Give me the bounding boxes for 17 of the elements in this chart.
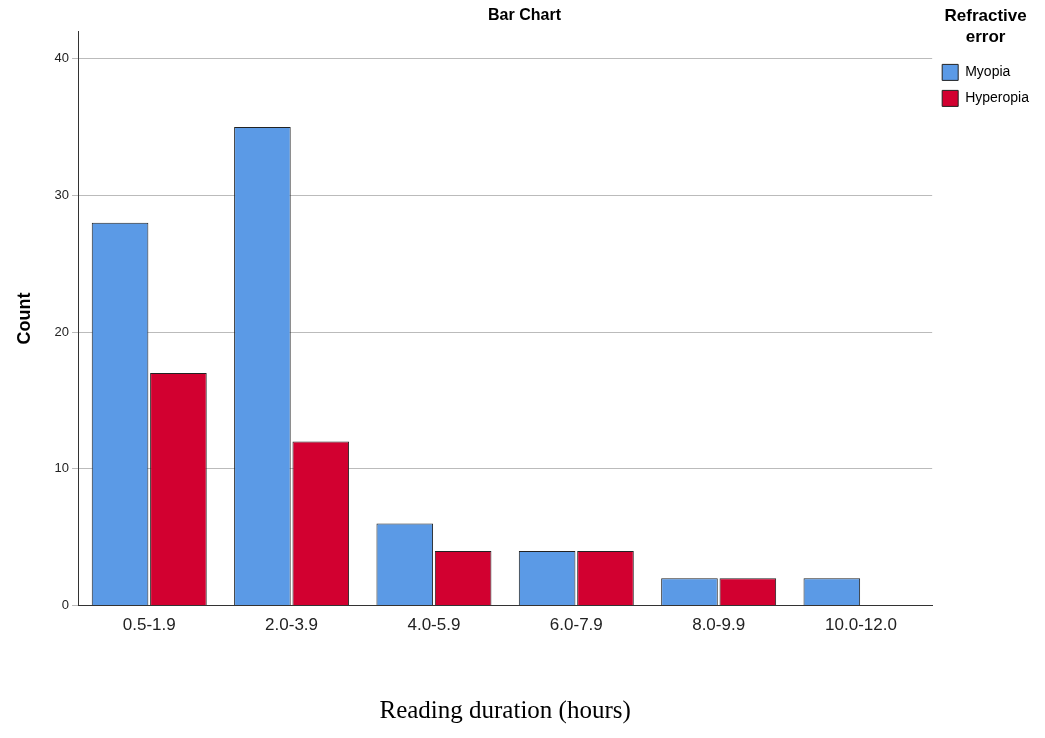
x-tick-label: 4.0-5.9 [407, 615, 461, 635]
x-tick-label: 10.0-12.0 [825, 615, 897, 635]
y-tick-label: 20 [54, 323, 70, 339]
x-tick-label: 2.0-3.9 [265, 615, 319, 635]
chart-title: Bar Chart [488, 6, 562, 24]
legend-label: Hyperopia [965, 89, 1030, 106]
x-tick-label: 6.0-7.9 [549, 615, 603, 635]
y-tick-label: 10 [54, 460, 70, 476]
x-tick-label: 8.0-9.9 [692, 615, 746, 635]
x-axis-title: Reading duration (hours) [379, 695, 631, 724]
x-tick-label: 0.5-1.9 [122, 615, 176, 635]
legend-label: Myopia [965, 63, 1011, 80]
legend-title: Refractive error [944, 6, 1027, 46]
y-tick-label: 40 [54, 50, 70, 66]
y-tick-label: 30 [54, 186, 70, 202]
y-tick-label: 0 [61, 597, 70, 613]
y-axis-title: Count [13, 292, 34, 345]
